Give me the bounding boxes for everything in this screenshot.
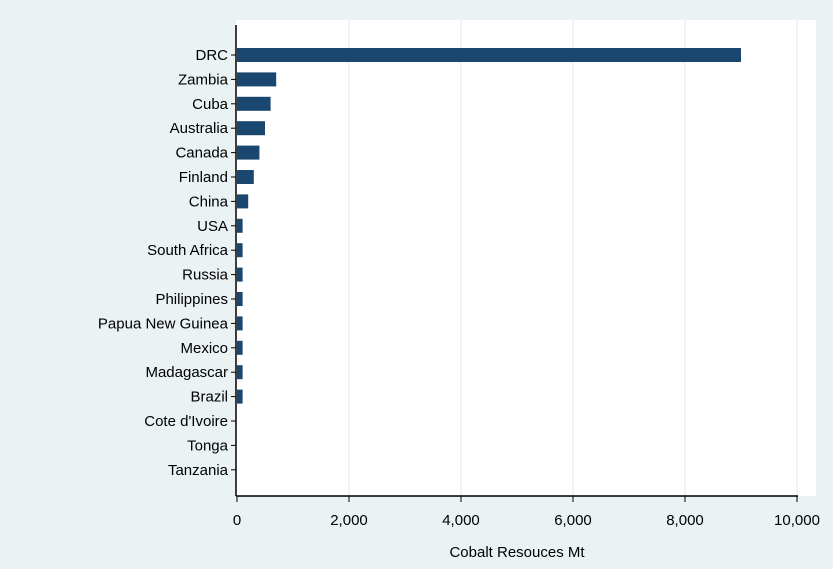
bar-drc bbox=[237, 48, 741, 62]
x-tick-labels: 0 2,000 4,000 6,000 8,000 10,000 bbox=[233, 496, 820, 529]
category-label-australia: Australia bbox=[170, 120, 229, 137]
x-tick-label-2: 4,000 bbox=[442, 512, 480, 529]
category-label-brazil: Brazil bbox=[190, 389, 228, 406]
category-label-russia: Russia bbox=[182, 267, 229, 284]
x-tick-label-1: 2,000 bbox=[330, 512, 368, 529]
x-axis-title: Cobalt Resouces Mt bbox=[449, 544, 585, 561]
gridlines bbox=[348, 20, 798, 496]
bar-canada bbox=[237, 145, 260, 160]
category-label-papua-new-guinea: Papua New Guinea bbox=[98, 315, 229, 332]
bar-papua-new-guinea bbox=[237, 316, 243, 331]
bar-russia bbox=[237, 267, 243, 282]
bar-mexico bbox=[237, 340, 243, 355]
category-label-canada: Canada bbox=[175, 145, 228, 162]
category-label-philippines: Philippines bbox=[155, 291, 228, 308]
category-label-tonga: Tonga bbox=[187, 437, 229, 454]
bar-cuba bbox=[237, 96, 271, 111]
x-tick-label-5: 10,000 bbox=[774, 512, 820, 529]
bar-madagascar bbox=[237, 365, 243, 380]
category-labels: DRC Zambia Cuba Australia Canada Finland China… bbox=[98, 47, 236, 479]
category-label-tanzania: Tanzania bbox=[168, 462, 229, 479]
bar-australia bbox=[237, 121, 265, 136]
category-label-madagascar: Madagascar bbox=[145, 364, 228, 381]
bars bbox=[237, 48, 741, 404]
category-label-finland: Finland bbox=[179, 169, 228, 186]
x-tick-label-4: 8,000 bbox=[666, 512, 704, 529]
bar-finland bbox=[237, 170, 254, 184]
category-label-cuba: Cuba bbox=[192, 96, 229, 113]
bar-brazil bbox=[237, 389, 243, 404]
category-label-south-africa: South Africa bbox=[147, 242, 229, 259]
plot-area bbox=[236, 20, 816, 496]
category-label-usa: USA bbox=[197, 218, 228, 235]
x-tick-label-0: 0 bbox=[233, 512, 241, 529]
category-label-drc: DRC bbox=[196, 47, 229, 64]
category-label-china: China bbox=[189, 193, 229, 210]
category-label-mexico: Mexico bbox=[180, 340, 228, 357]
bar-south-africa bbox=[237, 243, 243, 258]
category-label-cote-d-ivoire: Cote d'Ivoire bbox=[144, 413, 228, 430]
bar-usa bbox=[237, 218, 243, 233]
bar-zambia bbox=[237, 72, 277, 87]
category-label-zambia: Zambia bbox=[178, 71, 229, 88]
bar-china bbox=[237, 194, 249, 209]
bar-philippines bbox=[237, 292, 243, 306]
x-tick-label-3: 6,000 bbox=[554, 512, 592, 529]
